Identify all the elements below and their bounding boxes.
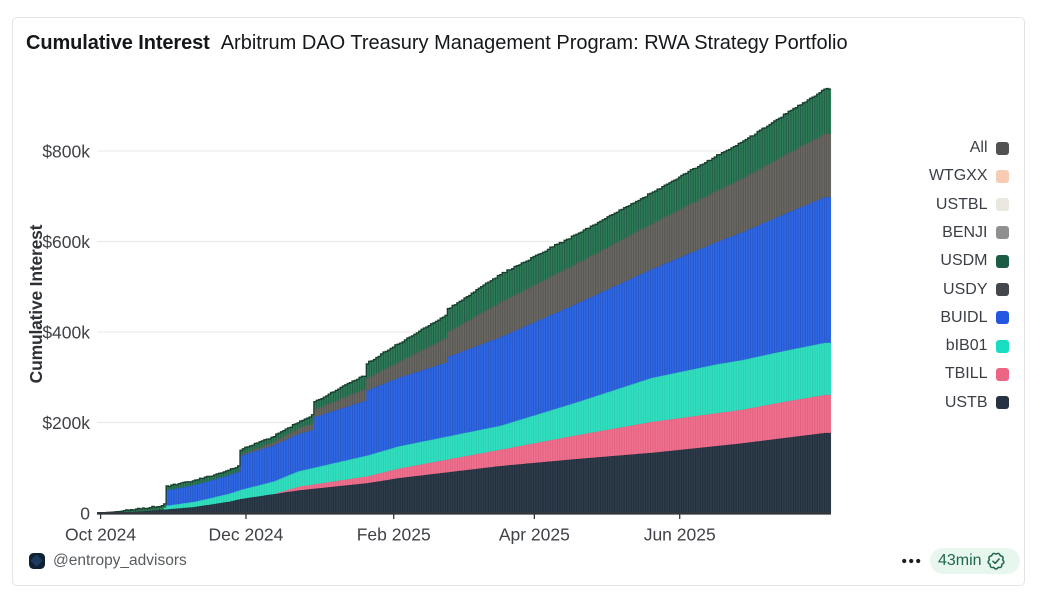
svg-text:Apr 2025: Apr 2025 bbox=[499, 525, 570, 545]
svg-text:Feb 2025: Feb 2025 bbox=[357, 525, 431, 545]
svg-text:$400k: $400k bbox=[42, 322, 90, 342]
svg-text:0: 0 bbox=[80, 503, 90, 523]
svg-text:Oct 2024: Oct 2024 bbox=[65, 525, 136, 545]
svg-text:Dec 2024: Dec 2024 bbox=[208, 525, 283, 545]
svg-text:Jun 2025: Jun 2025 bbox=[644, 525, 716, 545]
svg-text:$800k: $800k bbox=[42, 141, 90, 161]
svg-text:$200k: $200k bbox=[42, 413, 90, 433]
svg-text:$600k: $600k bbox=[42, 232, 90, 252]
